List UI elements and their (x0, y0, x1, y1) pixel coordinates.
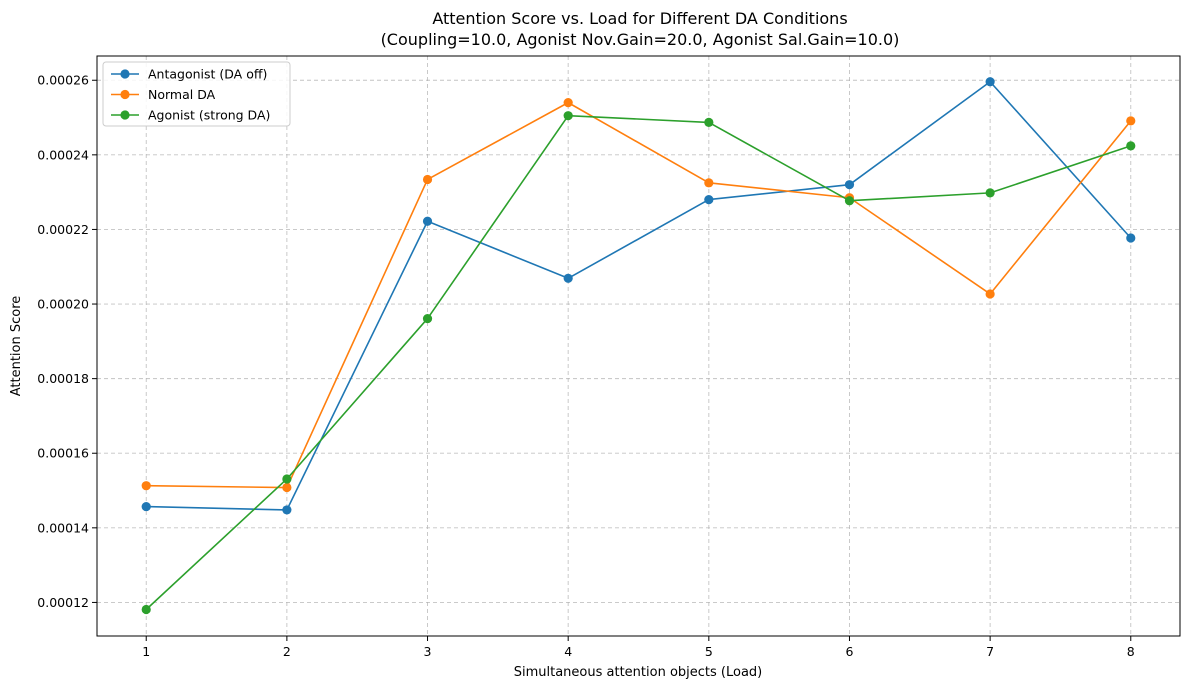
data-point (422, 216, 433, 226)
data-point (563, 98, 573, 108)
y-tick-label: 0.00024 (37, 147, 89, 162)
y-tick-label: 0.00018 (37, 371, 89, 386)
chart-subtitle: (Coupling=10.0, Agonist Nov.Gain=20.0, A… (381, 30, 900, 49)
legend-marker (120, 110, 130, 120)
data-point (704, 178, 714, 188)
x-tick-label: 8 (1127, 644, 1135, 659)
data-point (844, 196, 855, 206)
data-point (1126, 233, 1136, 243)
x-tick-label: 5 (705, 644, 713, 659)
y-tick-label: 0.00014 (37, 520, 89, 535)
legend-label: Normal DA (148, 87, 216, 102)
axis-ticks: 1 2 3 4 5 6 7 8 0.00012 0.00014 0.00016 0.00018 0.00… (37, 73, 1134, 659)
legend-frame (102, 61, 291, 127)
x-tick-label: 7 (986, 644, 994, 659)
data-point (563, 273, 573, 283)
series-group (141, 98, 1136, 493)
y-tick-label: 0.00012 (37, 595, 89, 610)
plot-frame (96, 55, 1181, 637)
legend: Antagonist (DA off) Normal DA Agonist (str… (102, 61, 291, 127)
x-tick-label: 6 (845, 644, 853, 659)
y-tick-label: 0.00026 (37, 73, 89, 88)
data-point (704, 195, 714, 205)
series-group (141, 111, 1136, 615)
chart-title: Attention Score vs. Load for Different D… (432, 9, 847, 28)
x-tick-label: 2 (283, 644, 291, 659)
data-point (282, 505, 292, 515)
series-line (146, 80, 1132, 511)
x-tick-label: 4 (564, 644, 572, 659)
data-point (704, 117, 714, 127)
data-point (422, 313, 433, 324)
legend-label: Antagonist (DA off) (148, 67, 267, 82)
data-point (844, 180, 855, 190)
y-tick-label: 0.00016 (37, 446, 89, 461)
y-tick-label: 0.00022 (37, 222, 89, 237)
data-point (985, 289, 995, 299)
data-point (282, 474, 292, 484)
x-tick-label: 1 (142, 644, 150, 659)
legend-label: Agonist (strong DA) (148, 108, 270, 123)
data-point (141, 604, 151, 615)
data-point (1126, 141, 1136, 151)
data-point (282, 482, 292, 493)
data-point (563, 111, 573, 121)
legend-marker (120, 89, 130, 100)
y-axis-label: Attention Score (9, 296, 24, 397)
data-point (141, 481, 151, 491)
series-line (146, 101, 1132, 489)
data-point (985, 188, 995, 198)
grid-lines (97, 56, 1180, 636)
data-point (1126, 116, 1136, 126)
legend-marker (120, 69, 130, 79)
data-point (985, 77, 995, 87)
y-tick-label: 0.00020 (37, 297, 89, 312)
series-group (141, 77, 1136, 515)
data-series (141, 77, 1136, 615)
data-point (141, 501, 151, 512)
x-tick-label: 3 (424, 644, 432, 659)
series-line (145, 114, 1132, 611)
x-axis-label: Simultaneous attention objects (Load) (514, 665, 763, 680)
data-point (422, 174, 433, 185)
